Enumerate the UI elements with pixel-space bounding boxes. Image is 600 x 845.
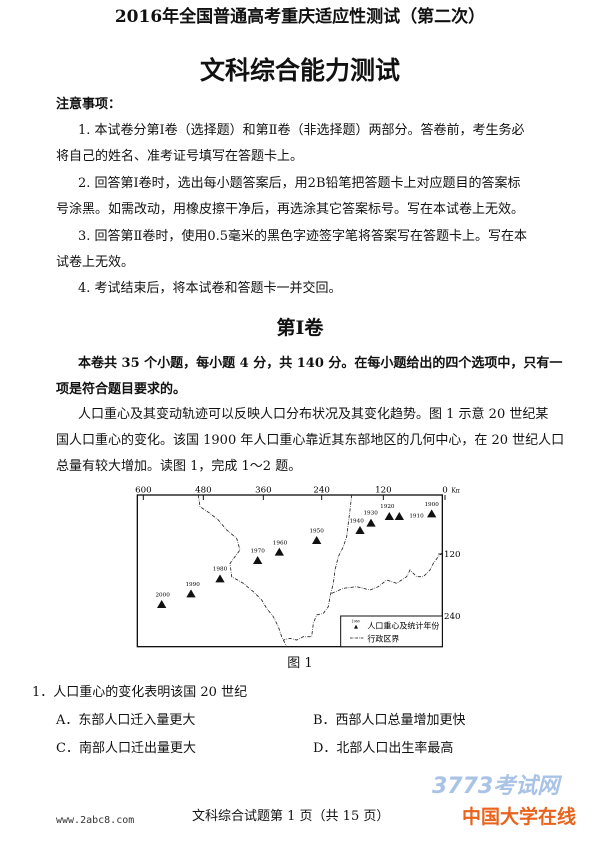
year-label: 1980 — [213, 567, 228, 573]
top-tick-label: 480 — [195, 486, 212, 496]
notice-heading: 注意事项： — [56, 97, 122, 112]
year-label: 1910 — [409, 513, 424, 519]
legend-triangle-icon — [354, 624, 358, 629]
year-label: 1960 — [273, 540, 288, 546]
right-tick-label: 240 — [444, 612, 460, 622]
population-center-marker — [355, 526, 365, 534]
option-c: C．南部人口迁出量更大 — [56, 741, 196, 756]
notice-line: 号涂黑。如需改动，用橡皮擦干净后，再选涂其它答案标号。写在本试卷上无效。 — [56, 202, 525, 217]
population-center-marker — [186, 589, 196, 598]
passage-line: 国人口重心的变化。该国 1900 年人口重心靠近其东部地区的几何中心，在 20 … — [56, 433, 565, 448]
population-center-marker — [215, 574, 225, 583]
population-center-marker — [384, 512, 394, 520]
boundary-line — [283, 494, 353, 641]
legend-marker-year: 1960 — [351, 620, 359, 624]
unit-label: Km — [451, 488, 460, 495]
passage-line: 人口重心及其变动轨迹可以反映人口分布状况及其变化趋势。图 1 示意 20 世纪某 — [78, 407, 549, 422]
legend-boundary-label: 行政区界 — [367, 633, 399, 643]
boundary-line — [331, 551, 444, 594]
exam-title: 2016年全国普通高考重庆适应性测试（第二次） — [114, 7, 486, 27]
figure-caption: 图 1 — [287, 656, 313, 671]
top-tick-label: 360 — [255, 486, 272, 496]
year-label: 1940 — [349, 519, 364, 525]
population-center-marker — [366, 518, 376, 527]
population-center-marker — [312, 536, 322, 544]
exam-subtitle: 文科综合能力测试 — [199, 56, 400, 85]
notice-line: 将自己的姓名、准考证号填写在答题卡上。 — [56, 149, 304, 164]
right-tick-label: 120 — [444, 550, 460, 560]
notice-line: 试卷上无效。 — [56, 255, 135, 270]
watermark-cuo: 中国大学在线 — [462, 806, 577, 828]
section-title: 第Ⅰ卷 — [276, 317, 324, 339]
watermark-3773: 3773考试网 — [432, 774, 560, 799]
top-tick-label: 240 — [313, 486, 330, 496]
notice-line: 2. 回答第Ⅰ卷时，选出每小题答案后，用2B铅笔把答题卡上对应题目的答案标 — [78, 176, 521, 191]
year-label: 1920 — [380, 504, 395, 510]
legend-marker-label: 人口重心及统计年份 — [367, 621, 439, 631]
option-b: B．西部人口总量增加更快 — [313, 713, 466, 728]
option-d: D．北部人口出生率最高 — [313, 741, 454, 756]
footer-page: 文科综合试题第 1 页（共 15 页） — [192, 809, 390, 824]
year-label: 1970 — [250, 549, 265, 555]
year-label: 2000 — [155, 593, 170, 599]
top-tick-label: 600 — [135, 486, 152, 496]
notice-line: 3. 回答第Ⅱ卷时，使用0.5毫米的黑色字迹签字笔将答案写在答题卡上。写在本 — [78, 229, 528, 244]
section-intro: 本卷共 35 个小题，每小题 4 分，共 140 分。在每小题给出的四个选项中，… — [78, 356, 563, 371]
section-intro: 项是符合题目要求的。 — [56, 382, 187, 397]
footer-site: www.2abc8.com — [56, 815, 135, 826]
notice-line: 4. 考试结束后，将本试卷和答题卡一并交回。 — [78, 281, 342, 296]
boundary-line — [197, 494, 288, 647]
option-a: A．东部人口迁入量更大 — [56, 713, 196, 728]
population-center-marker — [427, 509, 437, 518]
year-label: 1950 — [309, 529, 324, 535]
population-center-marker — [253, 556, 263, 564]
population-center-marker — [274, 547, 284, 556]
legend-box — [340, 615, 443, 648]
top-tick-label: 0 — [442, 486, 448, 496]
year-label: 1900 — [424, 502, 439, 508]
passage-line: 总量有较大增加。读图 1，完成 1～2 题。 — [56, 459, 302, 474]
year-label: 1990 — [185, 582, 200, 588]
population-center-marker — [157, 600, 167, 608]
year-label: 1930 — [363, 511, 378, 517]
population-center-marker — [394, 512, 404, 520]
map-frame — [136, 494, 443, 648]
notice-line: 1. 本试卷分第Ⅰ卷（选择题）和第Ⅱ卷（非选择题）两部分。答卷前，考生务必 — [78, 123, 525, 138]
question-stem: 1．人口重心的变化表明该国 20 世纪 — [32, 685, 248, 700]
top-tick-label: 120 — [375, 486, 392, 496]
